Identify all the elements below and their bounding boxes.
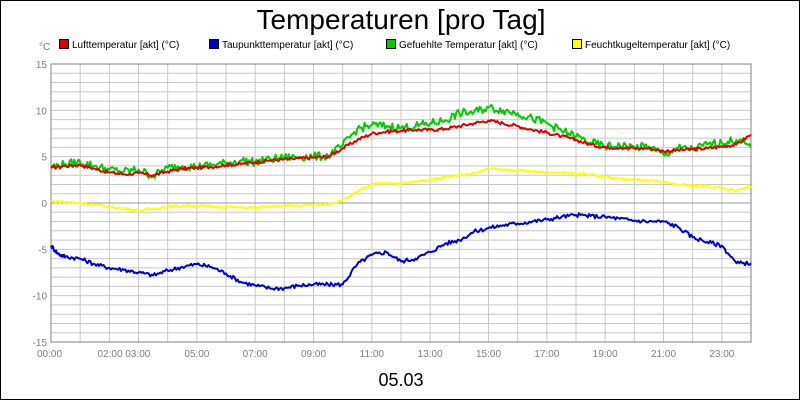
x-axis-date-label: 05.03: [378, 370, 424, 390]
x-tick-label: 19:00: [593, 349, 618, 360]
legend-item-lufttemperatur: Lufttemperatur [akt] (°C): [59, 39, 179, 52]
x-tick-label: 11:00: [360, 349, 385, 360]
legend-item-gefuehlte-temperatur: Gefuehlte Temperatur [akt] (°C): [386, 39, 538, 52]
y-tick-label: 5: [41, 153, 47, 164]
legend-label-taupunkttemperatur: Taupunkttemperatur [akt] (°C): [222, 40, 354, 51]
y-axis-unit: °C: [39, 42, 51, 53]
y-tick-label: 10: [36, 106, 48, 117]
series-line-taupunkttemperatur: [50, 212, 752, 292]
x-tick-label: 05:00: [184, 349, 209, 360]
legend-item-taupunkttemperatur: Taupunkttemperatur [akt] (°C): [209, 39, 353, 52]
legend-label-feuchtkugeltemperatur: Feuchtkugeltemperatur [akt] (°C): [585, 40, 731, 51]
y-tick-label: -15: [33, 338, 48, 349]
chart-title: Temperaturen [pro Tag]: [256, 4, 546, 35]
legend-swatch-lufttemperatur: [59, 39, 69, 49]
y-tick-label: -10: [33, 292, 48, 303]
legend-label-lufttemperatur: Lufttemperatur [akt] (°C): [72, 40, 180, 51]
x-tick-label: 13:00: [418, 349, 443, 360]
x-tick-label: 15:00: [476, 349, 501, 360]
x-tick-label: 17:00: [534, 349, 559, 360]
x-tick-label: 07:00: [243, 349, 268, 360]
y-tick-label: -5: [38, 245, 47, 256]
y-tick-label: 0: [41, 199, 47, 210]
x-tick-label: 21:00: [651, 349, 676, 360]
series-line-lufttemperatur: [50, 118, 752, 178]
x-tick-label: 02:00 03:00: [98, 349, 151, 360]
series-line-feuchtkugeltemperatur: [50, 166, 752, 213]
plot-border: [50, 63, 752, 343]
legend-swatch-gefuehlte-temperatur: [386, 39, 396, 49]
legend-swatch-taupunkttemperatur: [209, 39, 219, 49]
y-tick-label: 15: [36, 60, 48, 71]
x-tick-label: 00:00: [37, 349, 62, 360]
x-tick-label: 09:00: [301, 349, 326, 360]
legend-label-gefuehlte-temperatur: Gefuehlte Temperatur [akt] (°C): [399, 40, 538, 51]
x-tick-label: 23:00: [709, 349, 734, 360]
legend-item-feuchtkugeltemperatur: Feuchtkugeltemperatur [akt] (°C): [572, 39, 730, 52]
legend-swatch-feuchtkugeltemperatur: [572, 39, 582, 49]
